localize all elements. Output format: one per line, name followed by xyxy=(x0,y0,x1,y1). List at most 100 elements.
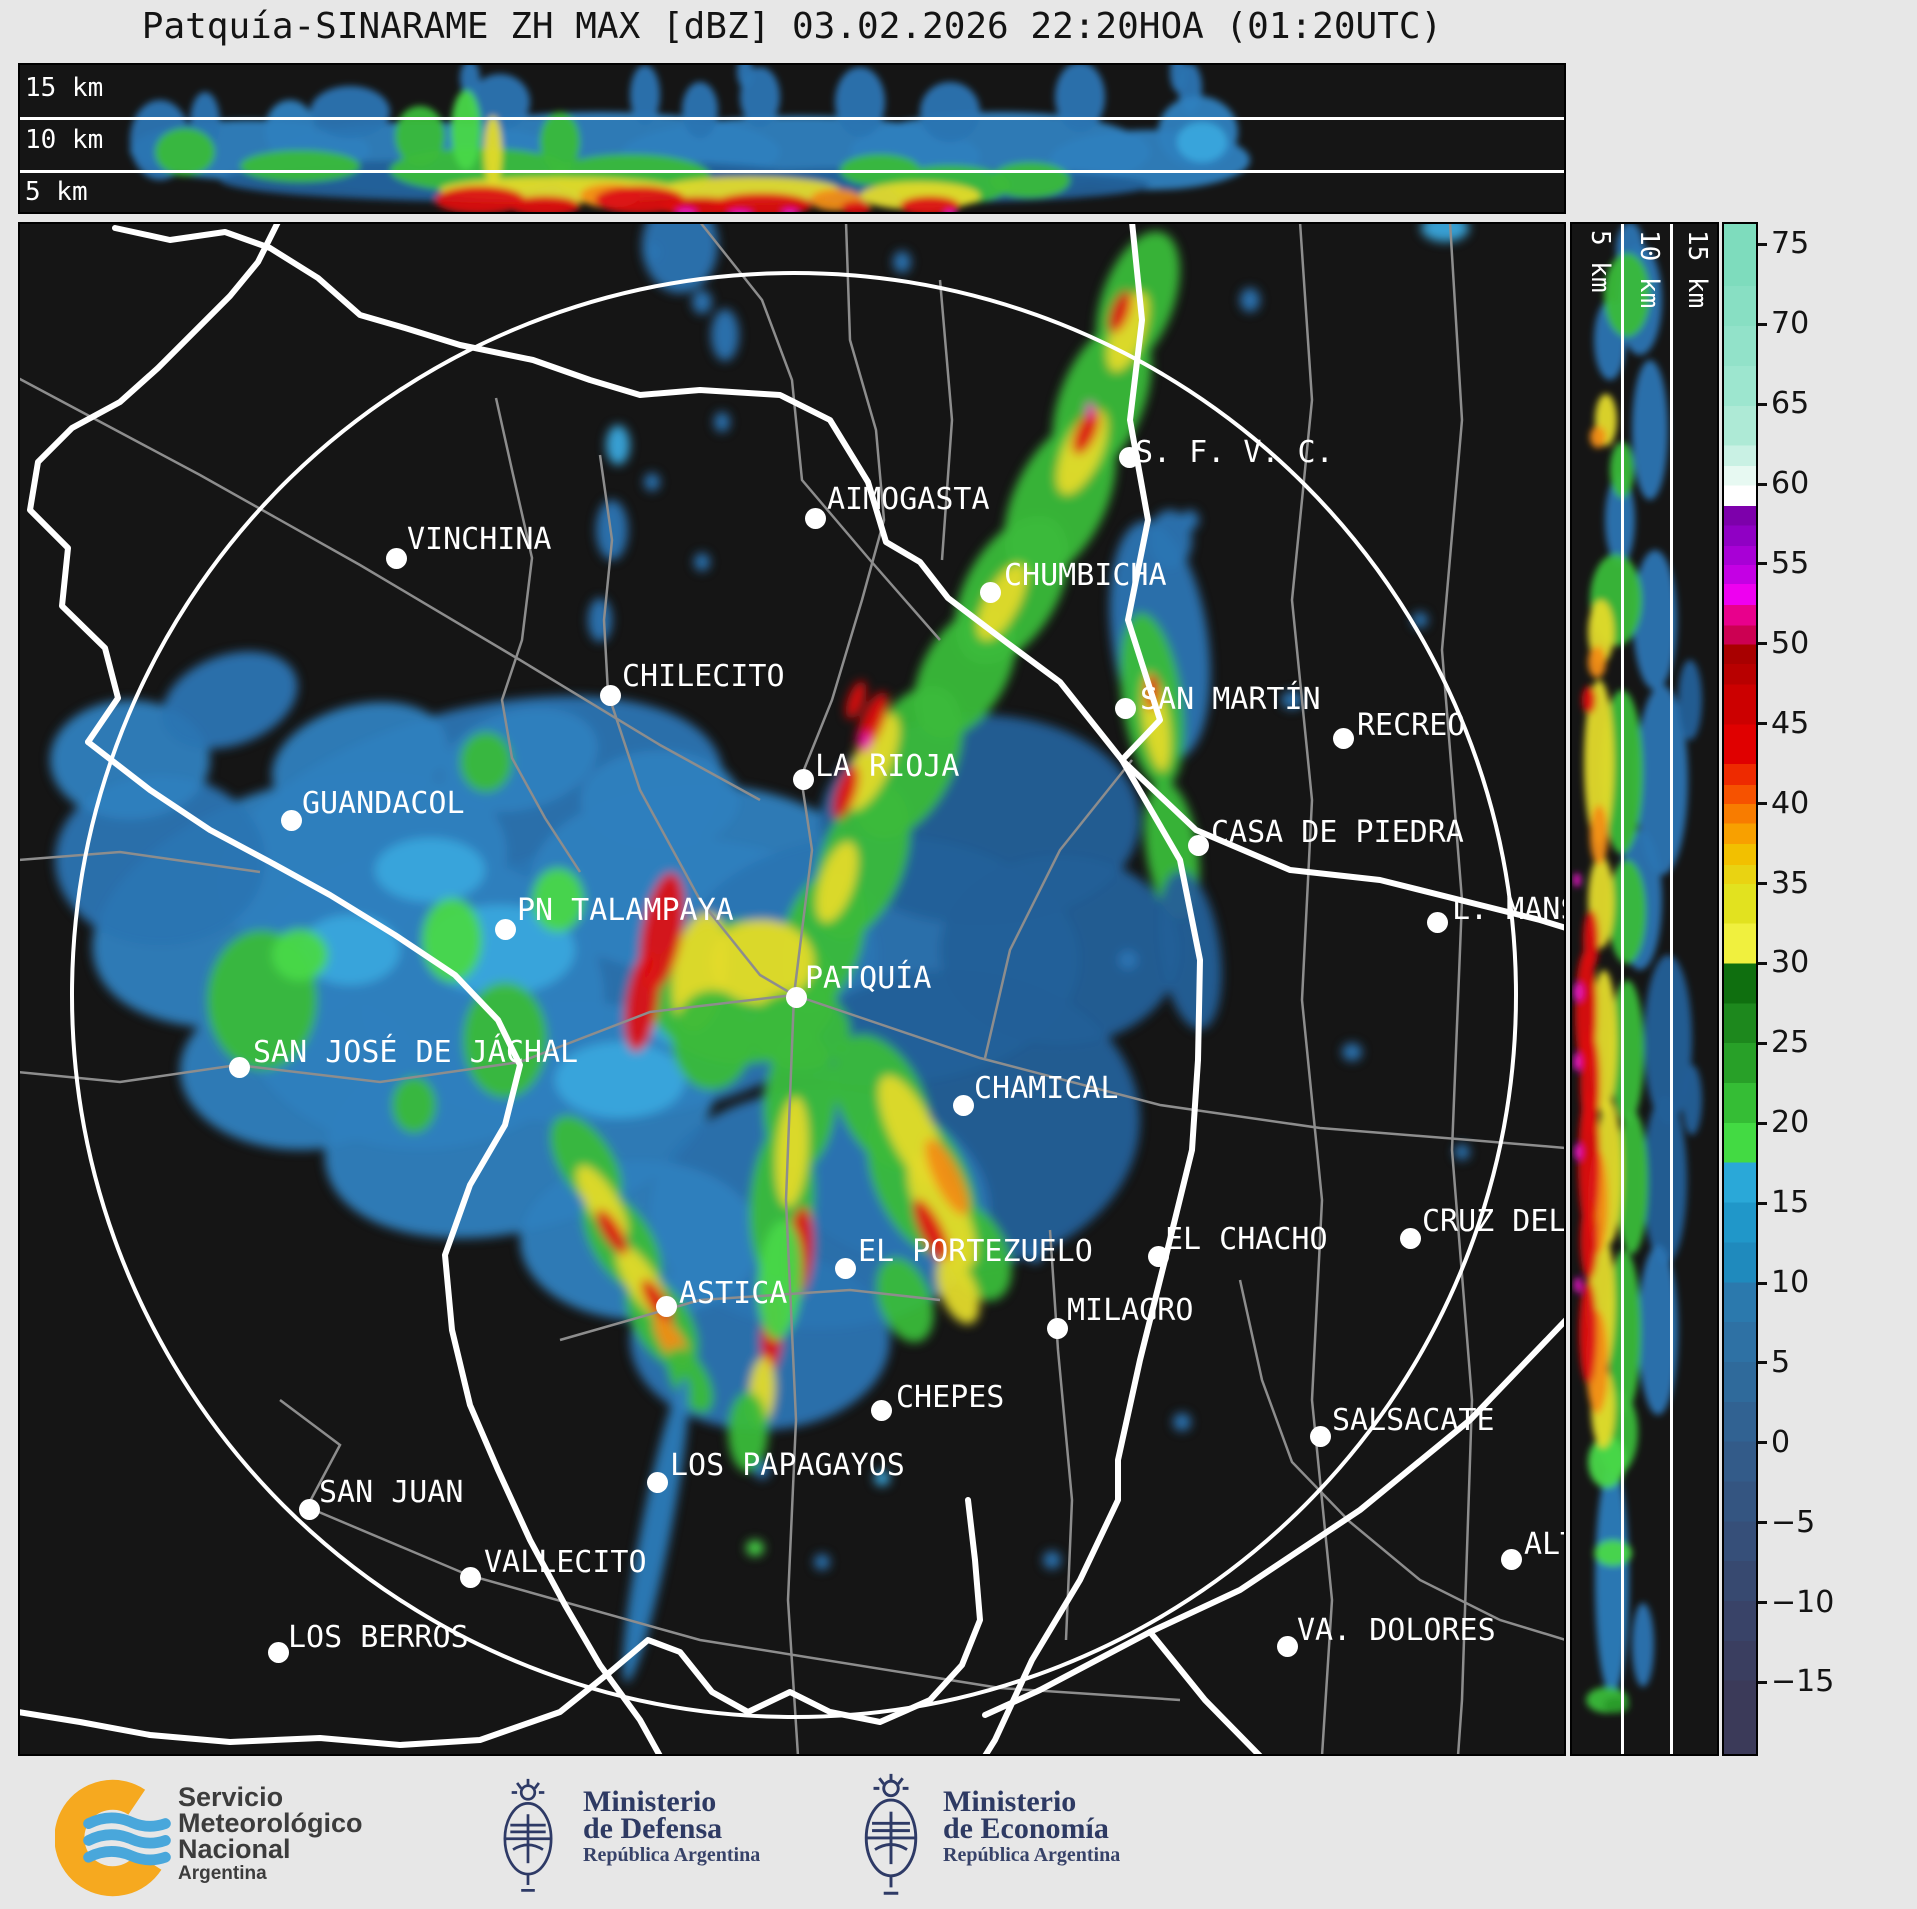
colorbar-tick xyxy=(1758,722,1767,726)
radar-echo xyxy=(265,100,315,160)
right-panel-5km-label: 5 km xyxy=(1585,230,1615,293)
radar-echo xyxy=(630,65,660,125)
city-label: VA. DOLORES xyxy=(1297,1613,1496,1648)
radar-echo xyxy=(300,915,400,985)
radar-echo xyxy=(1177,122,1227,162)
radar-echo xyxy=(925,1138,969,1216)
map-graphics xyxy=(20,224,1564,1754)
city-dot xyxy=(459,1566,481,1588)
city-label: SAN MARTÍN xyxy=(1140,682,1321,717)
radar-echo xyxy=(1643,1095,1687,1265)
radar-echo xyxy=(711,309,739,361)
radar-echo xyxy=(271,701,449,819)
radar-range-ring xyxy=(70,271,1518,1719)
right-panel-10km-label: 10 km xyxy=(1634,230,1664,309)
city-dot xyxy=(1276,1635,1298,1657)
city-label: SALSACATE xyxy=(1332,1403,1495,1438)
radar-echo xyxy=(1610,980,1644,1124)
radar-echo xyxy=(861,733,871,751)
city-dot xyxy=(1399,1227,1421,1249)
radar-echo xyxy=(1595,1465,1629,1695)
defensa-coat-of-arms xyxy=(503,1778,553,1892)
radar-echo xyxy=(1573,983,1583,1001)
province-borders xyxy=(20,224,1564,1754)
radar-echo xyxy=(1590,426,1606,448)
radar-echo xyxy=(782,209,798,212)
radar-echo xyxy=(1454,1144,1470,1160)
radar-echo xyxy=(1583,910,1599,970)
radar-echo xyxy=(375,838,485,902)
city-label: ASTICA xyxy=(679,1276,788,1311)
colorbar-tick xyxy=(1758,1281,1767,1285)
colorbar-tick-label: −10 xyxy=(1771,1584,1835,1620)
city-dot xyxy=(280,809,302,831)
colorbar-tick xyxy=(1758,562,1767,566)
city-dot xyxy=(1046,1317,1068,1339)
colorbar-tick xyxy=(1758,1121,1767,1125)
smn-logo-icon xyxy=(55,1779,171,1897)
radar-echo xyxy=(1573,1053,1581,1071)
radar-echo xyxy=(1644,955,1692,1125)
city-dot xyxy=(646,1471,668,1493)
radar-echo xyxy=(1590,805,1608,865)
city-label: VALLECITO xyxy=(484,1545,647,1580)
radar-echo xyxy=(936,1255,980,1325)
radar-echo xyxy=(1573,873,1581,887)
radar-echo xyxy=(907,1155,977,1269)
radar-echo xyxy=(395,106,445,166)
city-label: VINCHINA xyxy=(407,522,552,557)
colorbar-tick-label: 60 xyxy=(1771,466,1810,502)
radar-echo xyxy=(532,868,584,932)
radar-echo xyxy=(1574,1277,1582,1293)
radar-echo xyxy=(737,65,753,88)
radar-echo xyxy=(1682,1065,1702,1135)
city-dot xyxy=(1309,1425,1331,1447)
city-label: SAN JUAN xyxy=(319,1475,464,1510)
city-label: PN TALAMPAYA xyxy=(517,893,734,928)
department-borders xyxy=(20,224,1564,1754)
city-dot xyxy=(1187,834,1209,856)
radar-echo xyxy=(606,425,630,465)
radar-echo xyxy=(1588,1436,1626,1488)
colorbar-tick xyxy=(1758,482,1767,486)
colorbar-tick-label: 5 xyxy=(1771,1344,1791,1380)
city-label: ALT xyxy=(1524,1527,1564,1562)
radar-echo xyxy=(729,210,751,212)
city-dot xyxy=(870,1399,892,1421)
radar-map-panel[interactable]: AIMOGASTA VINCHINA S. F. V. C. CHUMBICHA CHI… xyxy=(18,222,1566,1756)
city-label: EL PORTEZUELO xyxy=(858,1234,1093,1269)
city-label: CASA DE PIEDRA xyxy=(1211,815,1464,850)
colorbar-tick xyxy=(1758,402,1767,406)
radar-echo xyxy=(754,1461,770,1479)
height-line-5km xyxy=(20,170,1564,173)
colorbar-tick-label: 25 xyxy=(1771,1025,1810,1061)
height-line-10km xyxy=(1670,224,1673,1754)
radar-echo xyxy=(712,193,812,212)
city-label: GUANDACOL xyxy=(302,786,465,821)
colorbar-tick xyxy=(1758,1041,1767,1045)
city-dot xyxy=(785,986,807,1008)
radar-echo xyxy=(1584,680,1614,844)
city-dot xyxy=(385,547,407,569)
radar-echo xyxy=(272,929,328,981)
radar-echo xyxy=(874,1470,890,1486)
radar-echo xyxy=(1421,224,1469,242)
radar-echo xyxy=(310,86,390,138)
page-title: Patquía-SINARAME ZH MAX [dBZ] 03.02.2026… xyxy=(141,6,1443,47)
city-dot xyxy=(1147,1245,1169,1267)
colorbar-tick-label: 70 xyxy=(1771,306,1810,342)
top-panel-10km-label: 10 km xyxy=(25,125,104,155)
city-label: CHEPES xyxy=(896,1380,1005,1415)
radar-echo xyxy=(162,651,298,749)
radar-echo xyxy=(775,1097,809,1207)
colorbar-tick xyxy=(1758,1441,1767,1445)
radar-echo xyxy=(1043,1551,1061,1569)
radar-echo xyxy=(484,116,502,188)
radar-echo xyxy=(1604,253,1650,337)
city-dot xyxy=(1500,1548,1522,1570)
radar-echo xyxy=(1027,1247,1043,1263)
radar-echo xyxy=(876,1257,934,1343)
colorbar-tick-label: 35 xyxy=(1771,865,1810,901)
city-dot xyxy=(792,768,814,790)
city-dot xyxy=(599,684,621,706)
